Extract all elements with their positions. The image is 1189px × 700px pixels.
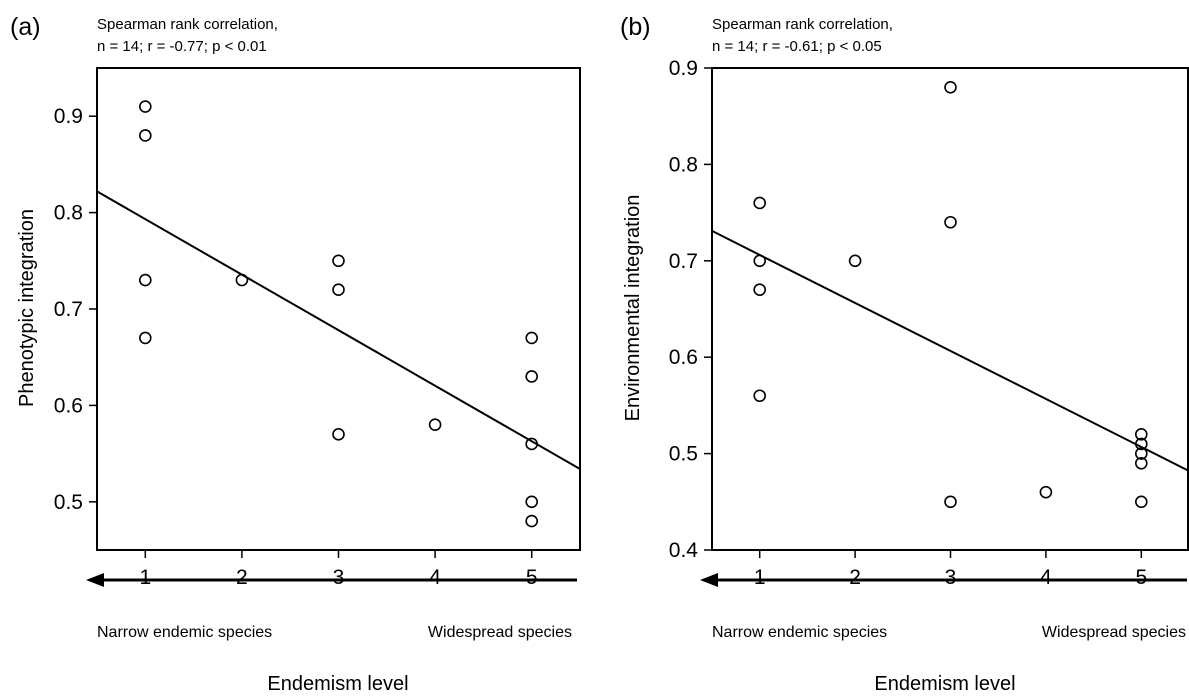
- data-point: [525, 514, 539, 528]
- y-tick-label: 0.5: [54, 491, 83, 514]
- y-axis-title: Environmental integration: [622, 195, 644, 422]
- y-tick-label: 0.7: [54, 298, 83, 321]
- data-point: [235, 273, 249, 287]
- y-tick-label: 0.8: [54, 202, 83, 225]
- x-tick-label: 2: [849, 566, 861, 589]
- data-point: [1135, 428, 1148, 441]
- y-tick-label: 0.5: [669, 443, 698, 466]
- arrow-label-left: Narrow endemic species: [97, 624, 272, 641]
- stats-annotation-line-1: Spearman rank correlation,: [712, 16, 893, 33]
- y-tick-label: 0.4: [669, 539, 699, 562]
- data-point: [139, 129, 152, 142]
- data-point: [139, 100, 152, 113]
- data-point: [944, 80, 957, 94]
- x-tick-label: 1: [754, 566, 766, 589]
- data-point: [1135, 495, 1148, 509]
- y-tick-label: 0.7: [669, 250, 698, 273]
- plot-frame: [96, 67, 581, 551]
- data-point: [1039, 485, 1053, 499]
- data-point: [1135, 437, 1148, 451]
- data-point: [332, 254, 345, 268]
- arrow-label-left: Narrow endemic species: [712, 624, 887, 641]
- arrow-label-right: Widespread species: [428, 624, 572, 641]
- stats-annotation-line-2: n = 14; r = -0.61; p < 0.05: [712, 38, 882, 55]
- data-point: [332, 428, 345, 441]
- panel-a: (a) Spearman rank correlation, n = 14; r…: [10, 13, 581, 695]
- x-axis-title: Endemism level: [267, 673, 408, 695]
- panel-b: (b) Spearman rank correlation, n = 14; r…: [620, 13, 1189, 695]
- y-tick-label: 0.9: [669, 57, 698, 80]
- regression-line: [711, 230, 1189, 472]
- data-point: [332, 283, 345, 297]
- data-point: [944, 215, 957, 229]
- data-point: [753, 389, 767, 403]
- arrow-label-right: Widespread species: [1042, 624, 1186, 641]
- x-tick-label: 4: [429, 566, 441, 589]
- data-point: [525, 370, 539, 383]
- y-tick-label: 0.8: [669, 153, 698, 176]
- x-tick-label: 5: [1135, 566, 1147, 589]
- data-point: [525, 437, 539, 451]
- plot-frame: [711, 67, 1189, 551]
- data-point: [1135, 456, 1148, 470]
- data-point: [525, 331, 539, 345]
- panel-label: (b): [620, 13, 651, 41]
- y-tick-label: 0.6: [669, 346, 698, 369]
- data-point: [139, 273, 152, 287]
- data-point: [525, 495, 539, 509]
- data-point: [753, 254, 767, 268]
- y-axis-title: Phenotypic integration: [16, 209, 38, 407]
- panel-label: (a): [10, 13, 41, 41]
- y-tick-label: 0.6: [54, 394, 83, 417]
- data-point: [944, 495, 957, 509]
- data-point: [139, 331, 152, 345]
- y-tick-label: 0.9: [54, 105, 83, 128]
- data-point: [428, 418, 442, 431]
- data-point: [753, 283, 767, 297]
- stats-annotation-line-1: Spearman rank correlation,: [97, 16, 278, 33]
- x-tick-label: 5: [526, 566, 538, 589]
- stats-annotation-line-2: n = 14; r = -0.77; p < 0.01: [97, 38, 267, 55]
- data-point: [848, 254, 862, 268]
- regression-line: [96, 190, 581, 470]
- x-tick-label: 3: [945, 566, 957, 589]
- x-tick-label: 4: [1040, 566, 1052, 589]
- direction-arrow-head: [700, 573, 718, 587]
- direction-arrow-head: [86, 573, 104, 587]
- data-point: [753, 196, 767, 210]
- data-point: [1135, 447, 1148, 460]
- x-tick-label: 1: [139, 566, 151, 589]
- x-tick-label: 3: [333, 566, 345, 589]
- x-tick-label: 2: [236, 566, 248, 589]
- x-axis-title: Endemism level: [874, 673, 1015, 695]
